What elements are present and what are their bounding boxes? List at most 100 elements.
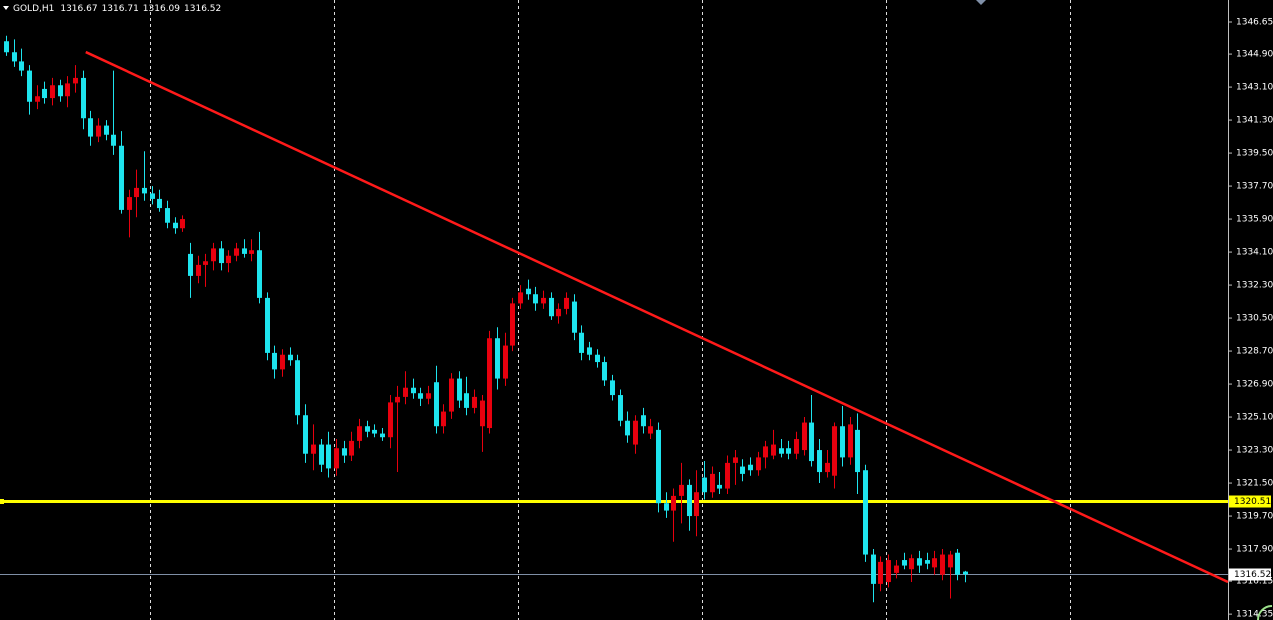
y-tick-label: 1326.90 xyxy=(1236,380,1273,390)
y-tick-label: 1337.70 xyxy=(1236,182,1273,192)
y-tick-label: 1317.90 xyxy=(1236,545,1273,555)
candle-body xyxy=(487,338,492,429)
level-label-box xyxy=(1229,495,1271,508)
candle-body xyxy=(756,457,761,471)
candle-body xyxy=(388,402,393,438)
candle-body xyxy=(104,125,109,135)
candle-body xyxy=(88,118,93,137)
corner-indicator xyxy=(1257,605,1273,620)
candle-body xyxy=(733,457,738,463)
candle-body xyxy=(878,561,883,584)
candle-body xyxy=(372,429,377,434)
candle-body xyxy=(395,396,400,403)
trendline xyxy=(85,50,1229,584)
candle-body xyxy=(457,378,462,401)
candle-body xyxy=(948,554,953,568)
candle-body xyxy=(587,347,592,355)
candle-body xyxy=(556,308,561,317)
candle-body xyxy=(449,378,454,412)
low-price: 1316.09 xyxy=(143,4,180,14)
candle-body xyxy=(564,297,569,309)
candle-body xyxy=(710,473,715,493)
candle-body xyxy=(303,415,308,454)
candle-body xyxy=(549,297,554,317)
candle-body xyxy=(618,395,623,421)
candle-body xyxy=(687,484,692,517)
candle-body xyxy=(150,193,155,199)
header-arrow xyxy=(3,6,9,10)
candle-body xyxy=(434,382,439,427)
candle-body xyxy=(403,387,408,397)
candle-body xyxy=(58,85,63,97)
candle-body xyxy=(219,248,224,264)
candle-body xyxy=(365,426,370,432)
candle-body xyxy=(533,294,538,304)
candle-body xyxy=(863,470,868,555)
candle-body xyxy=(871,554,876,584)
level-marker xyxy=(0,499,4,504)
candle-body xyxy=(932,558,937,568)
candle-body xyxy=(679,484,684,496)
candle-body xyxy=(464,393,469,408)
y-tick-label: 1316.15 xyxy=(1236,577,1273,587)
candle-body xyxy=(748,464,753,471)
candle-body xyxy=(42,88,47,99)
candle-body xyxy=(119,145,124,210)
candle-body xyxy=(188,253,193,276)
candle-body xyxy=(940,554,945,575)
y-tick-label: 1335.90 xyxy=(1236,215,1273,225)
candle-body xyxy=(334,448,339,469)
candle-body xyxy=(280,354,285,370)
y-tick-label: 1319.70 xyxy=(1236,512,1273,522)
candle-body xyxy=(902,560,907,566)
y-tick-label: 1341.30 xyxy=(1236,116,1273,126)
candle-body xyxy=(503,345,508,379)
candle-body xyxy=(832,426,837,476)
candle-body xyxy=(771,444,776,456)
candle-body xyxy=(894,565,899,573)
candle-body xyxy=(664,503,669,511)
y-tick-label: 1346.65 xyxy=(1236,17,1273,27)
candle-body xyxy=(418,393,423,399)
y-tick-label: 1323.30 xyxy=(1236,446,1273,456)
candle-body xyxy=(234,248,239,256)
candle-body xyxy=(625,420,630,436)
candle-body xyxy=(411,387,416,394)
header-text: GOLD,H1 1316.67 1316.71 1316.09 1316.52 xyxy=(13,4,221,14)
candle-body xyxy=(602,362,607,381)
candle-body xyxy=(510,303,515,346)
candle-body xyxy=(855,429,860,473)
candle-body xyxy=(226,255,231,264)
candle-body xyxy=(111,134,116,146)
candle-body xyxy=(802,422,807,451)
candle-body xyxy=(472,396,477,408)
candle-body xyxy=(203,261,208,265)
candle-body xyxy=(242,248,247,254)
candle-body xyxy=(134,187,139,198)
candle-body xyxy=(786,448,791,454)
candle-body xyxy=(326,444,331,469)
candle-body xyxy=(633,420,638,445)
y-tick-label: 1330.50 xyxy=(1236,314,1273,324)
candle-body xyxy=(671,495,676,511)
candle-body xyxy=(610,380,615,396)
candle-body xyxy=(541,297,546,304)
candle-body xyxy=(848,424,853,458)
candle-body xyxy=(572,301,577,333)
candle-body xyxy=(4,41,9,53)
candle-body xyxy=(794,439,799,454)
candle-body xyxy=(73,77,78,84)
candle-body xyxy=(12,52,17,62)
y-tick-label: 1328.70 xyxy=(1236,347,1273,357)
candle-body xyxy=(272,352,277,370)
level-label: 1320.51 xyxy=(1234,497,1271,507)
candle-body xyxy=(955,552,960,575)
scroll-marker xyxy=(976,0,986,5)
candle-body xyxy=(518,292,523,304)
y-tick-label: 1332.30 xyxy=(1236,281,1273,291)
candles xyxy=(4,35,968,603)
candle-body xyxy=(380,433,385,438)
candle-body xyxy=(480,400,485,427)
candle-body xyxy=(180,219,185,229)
